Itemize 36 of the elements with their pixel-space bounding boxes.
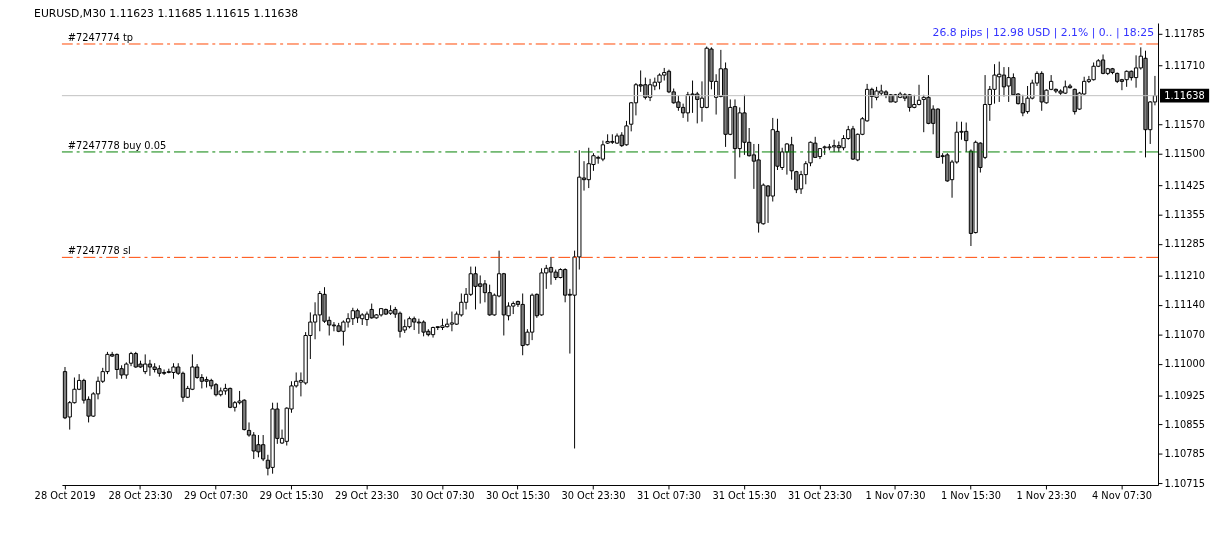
x-tick-label: 29 Oct 07:30 bbox=[183, 490, 249, 502]
x-tick-label: 1 Nov 07:30 bbox=[865, 490, 926, 502]
y-tick-label: 1.11355 bbox=[1164, 208, 1206, 220]
x-tick-label: 30 Oct 23:30 bbox=[561, 490, 626, 502]
x-tick-label: 29 Oct 23:30 bbox=[334, 490, 400, 502]
y-tick-label: 1.11785 bbox=[1164, 28, 1206, 40]
x-tick-label: 31 Oct 23:30 bbox=[787, 490, 852, 502]
ref-line-label: #7247774 tp bbox=[67, 32, 134, 44]
y-tick-label: 1.11500 bbox=[1164, 148, 1206, 160]
y-tick-label: 1.11425 bbox=[1164, 179, 1206, 191]
ref-line-label: #7247778 sl bbox=[67, 245, 131, 257]
y-tick-label: 1.10715 bbox=[1164, 477, 1206, 489]
y-tick-label: 1.10785 bbox=[1164, 448, 1206, 460]
x-tick-label: 1 Nov 15:30 bbox=[940, 490, 1001, 502]
x-tick-label: 30 Oct 15:30 bbox=[485, 490, 550, 502]
chart-title: EURUSD,M30 1.11623 1.11685 1.11615 1.11638 bbox=[34, 7, 299, 21]
ref-line-label: #7247778 buy 0.05 bbox=[67, 139, 167, 151]
x-tick-label: 29 Oct 15:30 bbox=[259, 490, 324, 502]
y-tick-label: 1.10925 bbox=[1164, 389, 1206, 401]
y-tick-label: 1.11285 bbox=[1164, 238, 1206, 250]
x-tick-label: 31 Oct 15:30 bbox=[712, 490, 777, 502]
y-tick-label: 1.11000 bbox=[1164, 358, 1206, 370]
x-tick-label: 1 Nov 23:30 bbox=[1016, 490, 1077, 502]
x-tick-label: 28 Oct 23:30 bbox=[108, 490, 173, 502]
x-tick-label: 31 Oct 07:30 bbox=[636, 490, 701, 502]
y-tick-label: 1.11570 bbox=[1164, 118, 1206, 130]
x-tick-label: 30 Oct 07:30 bbox=[410, 490, 475, 502]
y-tick-label: 1.11140 bbox=[1164, 299, 1206, 311]
annotation: 26.8 pips | 12.98 USD | 2.1% | 0.. | 18:25 bbox=[932, 25, 1155, 39]
y-tick-label: 1.11710 bbox=[1164, 59, 1206, 71]
y-tick-label: 1.11070 bbox=[1164, 328, 1206, 340]
x-tick-label: 28 Oct 2019 bbox=[34, 490, 96, 502]
y-tick-label: 1.10855 bbox=[1164, 418, 1206, 430]
x-tick-label: 4 Nov 07:30 bbox=[1091, 490, 1152, 502]
y-tick-label: 1.11210 bbox=[1164, 269, 1206, 281]
ref-line-label: 1.11638 bbox=[1164, 89, 1205, 101]
